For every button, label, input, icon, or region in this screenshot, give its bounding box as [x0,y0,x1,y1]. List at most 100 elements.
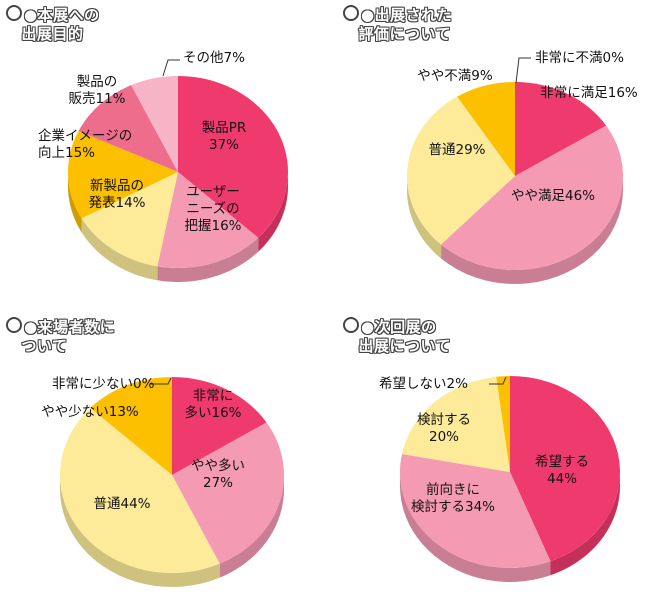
pie-side-segment [81,218,158,281]
pie-slice-2 [81,172,178,267]
slice-label: 企業イメージの向上15% [38,127,132,161]
slice-label-line: 発表14% [88,195,145,211]
pie-slice-1 [157,172,259,269]
slice-label-line: 非常に満足16% [540,85,638,101]
leader-line [489,376,507,385]
slice-label-line: 普通44% [93,496,150,512]
pie-slice-5 [131,76,178,172]
bullet-icon [343,5,359,21]
slice-label-line: やや満足46% [511,188,595,204]
slice-label-line: 製品PR [202,120,247,136]
slice-label-line: 普通29% [428,142,485,158]
pie-side-segment [550,472,620,576]
pie-slice-0 [178,76,289,238]
slice-label: 製品PR 37% [202,120,247,153]
slice-label-line: 製品の [77,74,118,90]
leader-line [515,57,531,84]
slice-label: 非常に少ない0% [52,376,155,392]
bullet-icon [343,317,359,333]
pie-side-walls [407,176,623,284]
slice-label-line: 希望しない2% [379,376,468,392]
slice-label: やや満足46% [511,188,595,204]
pie-side-segment [157,237,259,282]
pie-chart-exhibit-evaluation: 非常に満足16% やや満足46% 普通29% やや不満9% 非常に不満0% [407,50,638,284]
slice-label-line: 27% [203,475,233,491]
pie-slice-2 [60,407,220,573]
slice-label-line: 希望する [535,454,589,470]
pie-top [68,76,289,269]
slice-label-line: 20% [429,429,459,445]
bullet-icon [6,5,22,21]
leader-line [150,377,172,385]
pie-slice-0 [515,82,607,176]
slice-label-line: やや少ない13% [41,404,139,420]
chart-title: ●本展への 出展目的 [6,5,100,44]
slice-label: 希望する 44% [535,454,589,487]
pie-side-segment [400,472,551,582]
pie-slice-2 [407,96,515,245]
pie-chart-exhibit-purpose: 製品PR 37% ユーザーニーズの把握16% 新製品の発表14% 企業イメージの向上15… [38,50,289,282]
pie-slice-2 [401,376,510,472]
pie-slice-0 [172,377,267,475]
pie-slice-3 [496,376,510,472]
chart-title-text: ●来場者数に ついて [21,318,116,355]
slice-label: 製品の販売11% [68,74,125,107]
pie-slice-1 [441,125,624,270]
chart-title: ●次回展の 出展について [343,317,451,356]
chart-title: ●来場者数に ついて [6,317,115,356]
pie-slice-0 [510,376,621,562]
slice-label: ユーザーニーズの把握16% [184,184,241,234]
slice-label-line: 37% [209,137,239,153]
pie-slice-3 [457,82,515,176]
bullet-icon [6,317,22,333]
pie-top [60,377,284,573]
slice-label-line: 検討する34% [411,499,495,515]
slice-label: 非常に満足16% [540,85,638,101]
slice-label: 普通44% [93,496,150,512]
slice-label-line: 多い16% [184,404,241,421]
pie-slice-1 [400,454,551,568]
chart-panel-visitor-count: ●来場者数に ついて 非常に多い16% やや多い 27% 普通44% やや少ない13% 非… [0,298,325,597]
slice-label-line: 前向きに [426,481,480,498]
slice-label: 新製品の発表14% [88,178,145,211]
slice-label-line: ニーズの [186,201,239,217]
pie-side-segment [68,172,82,233]
slice-label-line: 向上15% [38,145,95,161]
slice-label-line: 新製品の [90,178,144,194]
pie-chart-next-exhibition: 希望する 44% 前向きに検討する34% 検討する 20% 希望しない2% [379,376,621,582]
pie-side-segment [441,176,623,284]
slice-label: やや少ない13% [41,404,139,420]
slice-label-line: 非常に不満0% [535,50,624,66]
chart-title-text: ●出展された 評価について [358,6,453,43]
slice-label-line: 販売11% [68,91,125,107]
slice-label: 希望しない2% [379,376,468,392]
pie-slice-4 [78,85,178,172]
pie-side-segment [407,176,442,259]
slice-label-line: 検討する [417,412,471,428]
chart-panel-exhibit-evaluation: ●出展された 評価について 非常に満足16% やや満足46% 普通29% やや不満9%… [325,0,650,298]
slice-label-line: その他7% [183,50,245,66]
pie-side-walls [60,475,284,587]
slice-label: その他7% [183,50,245,66]
chart-title-text: ●本展への 出展目的 [21,6,100,43]
slice-label: 普通29% [428,142,485,158]
chart-panel-next-exhibition: ●次回展の 出展について 希望する 44% 前向きに検討する34% 検討する 20% 希望… [325,298,650,597]
slice-label-line: やや不満9% [417,68,493,84]
slice-label: 非常に多い16% [184,388,241,421]
pie-side-walls [400,472,620,582]
slice-label: 検討する 20% [417,412,471,445]
chart-panel-exhibit-purpose: ●本展への 出展目的 製品PR 37% ユーザーニーズの把握16% 新製品の発表14%… [0,0,325,298]
slice-label-line: 非常に少ない0% [52,376,155,392]
slice-label: 前向きに検討する34% [411,481,495,515]
leader-line [162,59,180,77]
chart-title: ●出展された 評価について [343,5,452,44]
slice-label-line: 非常に [193,388,234,404]
pie-slice-3 [68,131,178,219]
slice-label: やや不満9% [417,68,493,84]
pie-chart-visitor-count: 非常に多い16% やや多い 27% 普通44% やや少ない13% 非常に少ない0% [41,376,284,587]
slice-label-line: 企業イメージの [38,127,132,144]
pie-top [400,376,621,568]
pie-side-segment [219,475,284,578]
slice-label-line: やや多い [191,457,245,474]
pie-top [407,82,624,270]
